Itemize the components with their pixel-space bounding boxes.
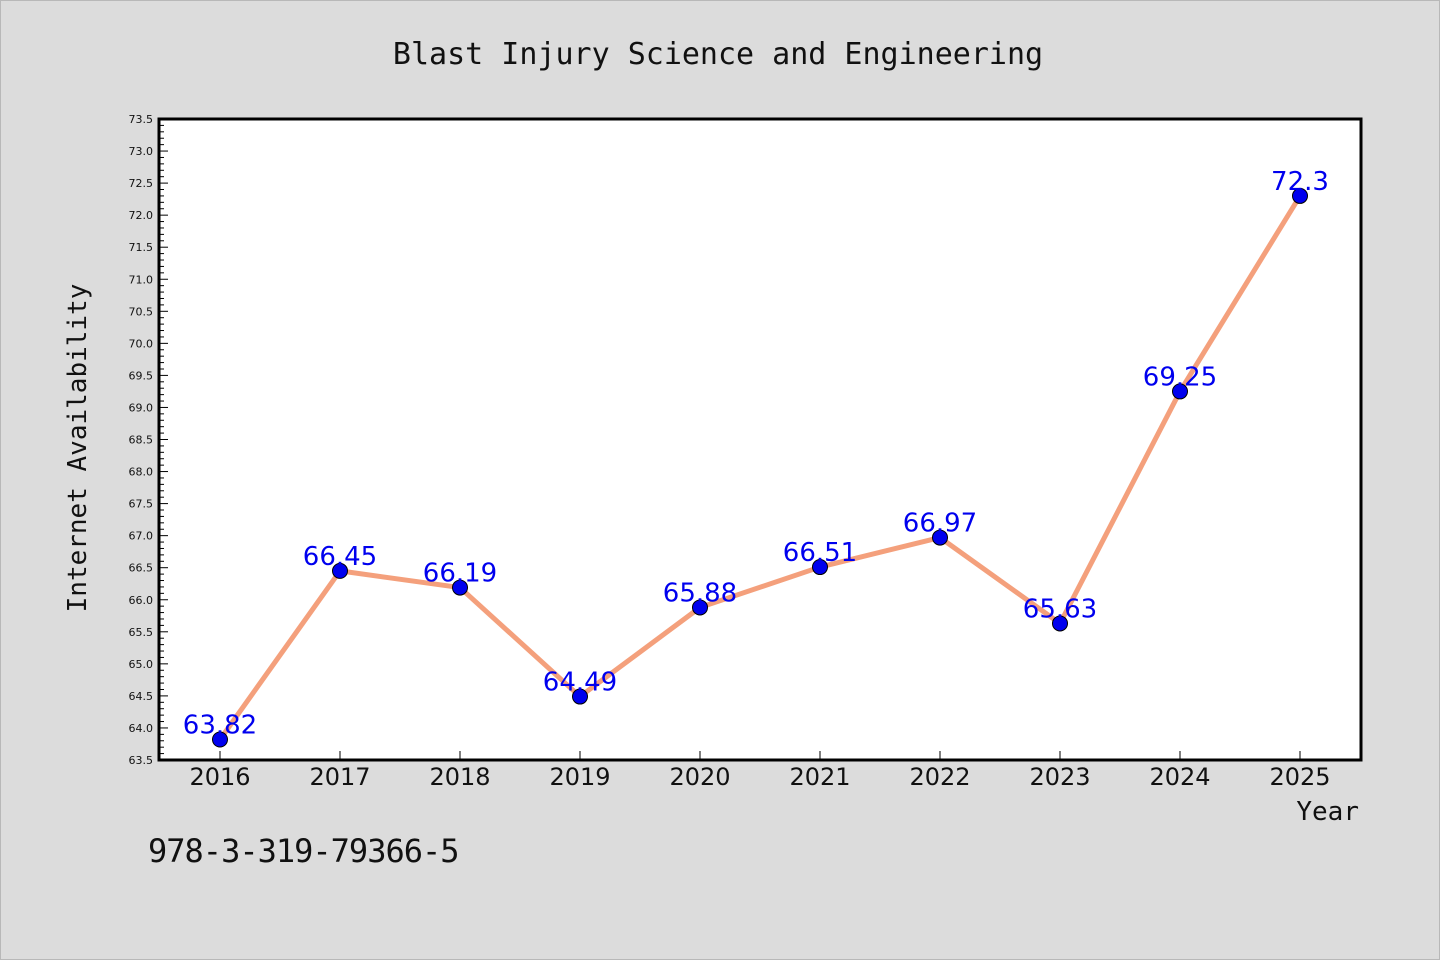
x-tick-label: 2023 [1029, 763, 1090, 791]
y-tick-label: 64.5 [129, 690, 154, 703]
data-label: 64.49 [543, 668, 617, 698]
x-tick-label: 2019 [549, 763, 610, 791]
y-axis-label: Internet Availability [63, 284, 93, 613]
y-tick-label: 71.5 [129, 241, 154, 254]
x-tick-label: 2022 [909, 763, 970, 791]
data-label: 66.45 [303, 542, 377, 572]
isbn-text: 978-3-319-79366-5 [148, 832, 460, 870]
y-tick-label: 70.0 [129, 337, 154, 350]
data-point [692, 599, 708, 616]
data-point [452, 579, 468, 596]
data-point [1052, 615, 1068, 632]
data-label: 66.51 [783, 538, 857, 568]
data-label: 66.97 [903, 509, 977, 539]
data-point [332, 562, 348, 579]
y-tick-label: 66.0 [129, 594, 154, 607]
data-point [1292, 187, 1308, 204]
data-label: 65.63 [1023, 594, 1097, 624]
x-tick-label: 2017 [309, 763, 370, 791]
x-tick-label: 2024 [1149, 763, 1210, 791]
data-label: 69.25 [1143, 362, 1217, 392]
y-tick-label: 73.0 [129, 145, 154, 158]
data-point [572, 688, 588, 705]
data-point [1172, 383, 1188, 400]
x-tick-label: 2021 [789, 763, 850, 791]
y-tick-label: 69.0 [129, 401, 154, 414]
y-tick-label: 71.0 [129, 273, 154, 286]
y-tick-label: 72.0 [129, 209, 154, 222]
y-tick-label: 68.5 [129, 434, 154, 447]
y-tick-label: 63.5 [129, 754, 154, 767]
y-tick-label: 65.5 [129, 626, 154, 639]
chart-title: Blast Injury Science and Engineering [393, 37, 1043, 72]
data-point [932, 529, 948, 546]
y-axis: 63.5 64.0 64.5 65.0 65.5 66.0 66.5 67.0 67.5 68.0… [129, 113, 168, 767]
data-point [212, 731, 228, 748]
data-label: 65.88 [663, 578, 737, 608]
data-label: 72.3 [1271, 167, 1329, 197]
x-tick-label: 2018 [429, 763, 490, 791]
y-tick-label: 69.5 [129, 369, 154, 382]
y-tick-label: 66.5 [129, 562, 154, 575]
x-tick-label: 2016 [189, 763, 250, 791]
series-layer: 63.82 66.45 66.19 64.49 65.88 66.51 66.97 65.63… [183, 167, 1329, 748]
plot-area [157, 117, 1363, 762]
y-tick-label: 67.0 [129, 530, 154, 543]
y-tick-label: 64.0 [129, 722, 154, 735]
y-tick-label: 68.0 [129, 466, 154, 479]
data-label: 66.19 [423, 559, 497, 589]
y-tick-label: 70.5 [129, 305, 154, 318]
x-tick-label: 2020 [669, 763, 730, 791]
y-tick-label: 65.0 [129, 658, 154, 671]
y-tick-label: 67.5 [129, 498, 154, 511]
data-point [812, 559, 828, 576]
data-label: 63.82 [183, 710, 257, 740]
x-axis-label: Year [1296, 797, 1359, 827]
y-tick-label: 73.5 [129, 113, 154, 126]
series-line [217, 194, 1303, 741]
y-tick-label: 72.5 [129, 177, 154, 190]
x-tick-label: 2025 [1269, 763, 1330, 791]
x-axis: 2016 2017 2018 2019 2020 2021 2022 2023 2024 2025 [189, 751, 1331, 791]
